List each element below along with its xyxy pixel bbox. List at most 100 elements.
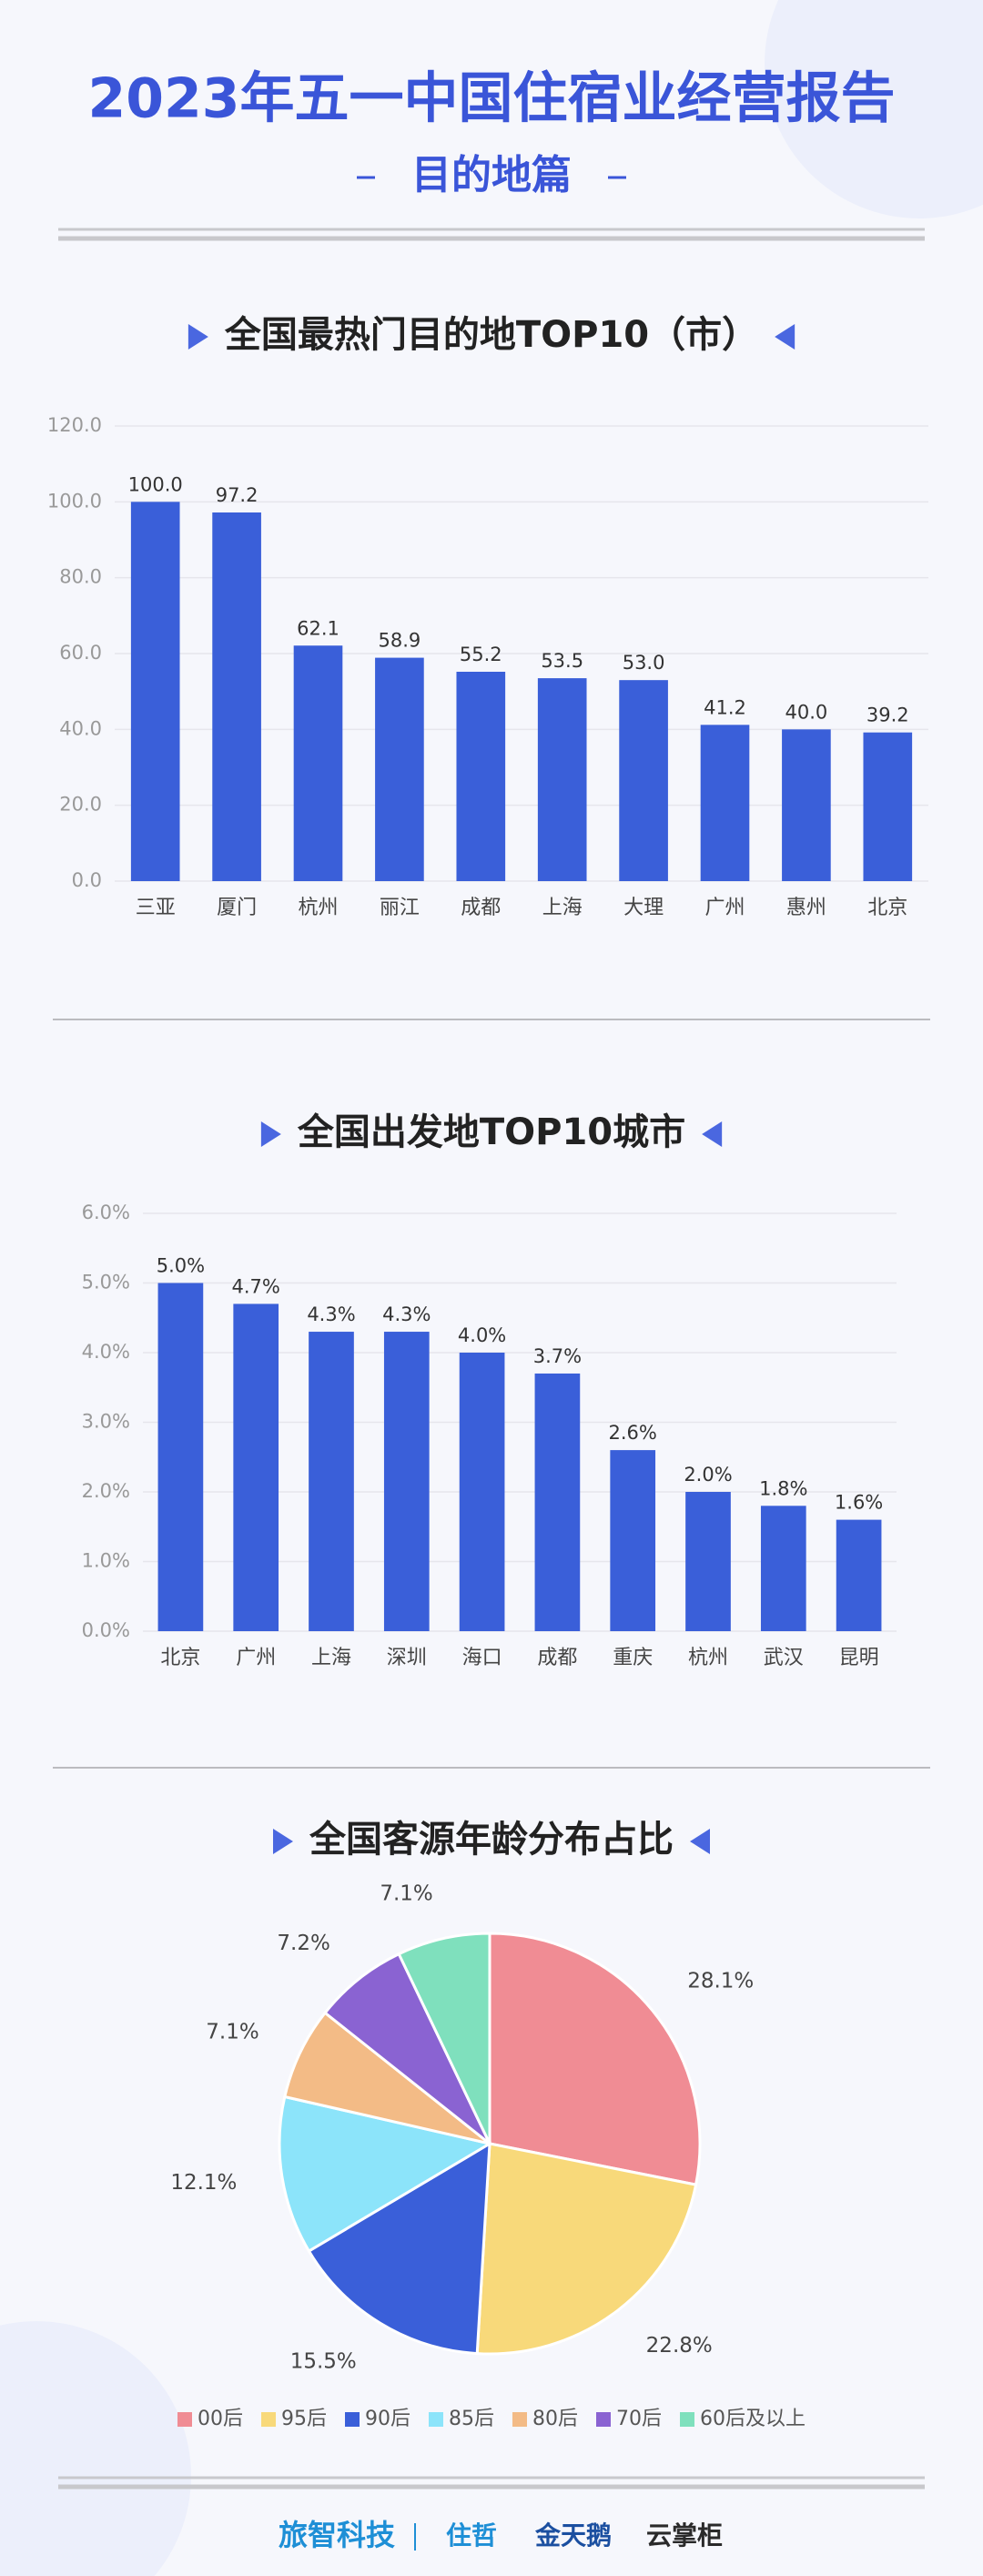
legend-label: 00后 bbox=[198, 2408, 243, 2430]
legend-swatch bbox=[261, 2412, 276, 2427]
legend-swatch bbox=[345, 2412, 360, 2427]
x-tick-label: 昆明 bbox=[839, 1647, 879, 1669]
legend-label: 95后 bbox=[281, 2408, 327, 2430]
legend-swatch bbox=[512, 2412, 527, 2427]
legend-label: 70后 bbox=[616, 2408, 662, 2430]
legend-label: 80后 bbox=[532, 2408, 578, 2430]
pie-slice bbox=[278, 2094, 493, 2254]
x-tick-label: 广州 bbox=[236, 1647, 276, 1669]
bar bbox=[456, 672, 506, 881]
x-tick-label: 惠州 bbox=[786, 897, 826, 919]
pie-slice bbox=[488, 1932, 702, 2186]
value-label: 55.2 bbox=[460, 644, 502, 665]
legend-swatch bbox=[429, 2412, 443, 2427]
x-tick-label: 杭州 bbox=[298, 897, 338, 919]
pie-slice bbox=[397, 1932, 492, 2145]
footer-logo: 金天鹅 bbox=[534, 2520, 612, 2551]
y-tick-label: 4.0% bbox=[82, 1341, 130, 1363]
legend-label: 90后 bbox=[365, 2408, 410, 2430]
page-subtitle: 目的地篇 bbox=[411, 152, 572, 198]
value-label: 1.6% bbox=[835, 1492, 883, 1514]
slice-label: 7.1% bbox=[206, 2021, 258, 2044]
x-tick-label: 成都 bbox=[537, 1647, 577, 1669]
bar bbox=[459, 1353, 505, 1631]
pie-slice bbox=[323, 1952, 492, 2145]
bar bbox=[700, 725, 750, 881]
x-tick-label: 上海 bbox=[542, 897, 583, 919]
x-tick-label: 北京 bbox=[160, 1647, 200, 1669]
value-label: 40.0 bbox=[785, 701, 828, 723]
pie-slice bbox=[307, 2141, 492, 2356]
y-tick-label: 3.0% bbox=[82, 1411, 130, 1433]
x-tick-label: 成都 bbox=[461, 897, 501, 919]
bar bbox=[619, 680, 668, 881]
decor-circle bbox=[765, 0, 983, 218]
value-label: 39.2 bbox=[866, 705, 909, 726]
x-tick-label: 丽江 bbox=[380, 897, 420, 919]
slice-label: 22.8% bbox=[646, 2334, 713, 2358]
value-label: 53.0 bbox=[623, 652, 665, 674]
bar bbox=[537, 678, 587, 881]
y-tick-label: 60.0 bbox=[59, 642, 102, 664]
legend-label: 60后及以上 bbox=[700, 2408, 806, 2430]
x-tick-label: 杭州 bbox=[688, 1647, 728, 1669]
value-label: 5.0% bbox=[157, 1255, 205, 1277]
y-tick-label: 120.0 bbox=[47, 414, 102, 436]
bar bbox=[212, 512, 261, 881]
bar bbox=[309, 1332, 354, 1631]
x-tick-label: 三亚 bbox=[136, 897, 176, 919]
x-tick-label: 大理 bbox=[623, 897, 664, 919]
bar bbox=[383, 1332, 430, 1631]
y-tick-label: 40.0 bbox=[59, 717, 102, 739]
value-label: 4.0% bbox=[458, 1324, 506, 1346]
slice-label: 15.5% bbox=[290, 2349, 357, 2373]
y-tick-label: 20.0 bbox=[59, 794, 102, 816]
value-label: 58.9 bbox=[379, 630, 421, 652]
title-arrow bbox=[702, 1121, 723, 1147]
title-arrow bbox=[260, 1121, 281, 1147]
chart-title: 全国最热门目的地TOP10（市） bbox=[224, 314, 758, 356]
slice-label: 7.2% bbox=[277, 1932, 329, 1955]
value-label: 41.2 bbox=[704, 696, 746, 718]
chart-title: 全国出发地TOP10城市 bbox=[297, 1111, 685, 1153]
y-tick-label: 100.0 bbox=[47, 490, 102, 512]
value-label: 1.8% bbox=[759, 1477, 807, 1499]
y-tick-label: 5.0% bbox=[82, 1272, 130, 1293]
legend-swatch bbox=[596, 2412, 611, 2427]
pie-slice bbox=[475, 2142, 698, 2356]
legend-swatch bbox=[680, 2412, 694, 2427]
value-label: 97.2 bbox=[216, 484, 258, 506]
value-label: 2.0% bbox=[684, 1464, 732, 1486]
x-tick-label: 海口 bbox=[462, 1647, 502, 1669]
bar bbox=[233, 1303, 279, 1631]
bar bbox=[130, 502, 180, 881]
bar bbox=[685, 1492, 731, 1631]
value-label: 62.1 bbox=[297, 617, 339, 639]
x-tick-label: 武汉 bbox=[764, 1647, 804, 1669]
bar bbox=[836, 1519, 882, 1631]
pie-slice bbox=[283, 2011, 491, 2145]
legend-swatch bbox=[177, 2412, 192, 2427]
legend-label: 85后 bbox=[449, 2408, 494, 2430]
footer-logo: 住哲 bbox=[446, 2520, 497, 2551]
value-label: 4.7% bbox=[232, 1275, 280, 1297]
value-label: 4.3% bbox=[307, 1303, 355, 1325]
y-tick-label: 1.0% bbox=[82, 1550, 130, 1572]
x-tick-label: 上海 bbox=[311, 1647, 351, 1669]
title-arrow bbox=[187, 324, 208, 350]
y-tick-label: 6.0% bbox=[82, 1202, 130, 1223]
value-label: 2.6% bbox=[609, 1422, 657, 1444]
slice-label: 7.1% bbox=[380, 1881, 432, 1905]
footer-logo: 云掌柜 bbox=[646, 2520, 723, 2551]
title-arrow bbox=[690, 1829, 710, 1854]
bar bbox=[782, 729, 831, 881]
value-label: 3.7% bbox=[533, 1345, 582, 1367]
y-tick-label: 0.0% bbox=[82, 1619, 130, 1641]
value-label: 53.5 bbox=[541, 650, 583, 672]
footer: 旅智科技 住哲 金天鹅 云掌柜 bbox=[279, 2518, 723, 2552]
y-tick-label: 2.0% bbox=[82, 1480, 130, 1502]
value-label: 4.3% bbox=[382, 1303, 431, 1325]
title-arrow bbox=[775, 324, 796, 350]
x-tick-label: 深圳 bbox=[387, 1647, 427, 1669]
